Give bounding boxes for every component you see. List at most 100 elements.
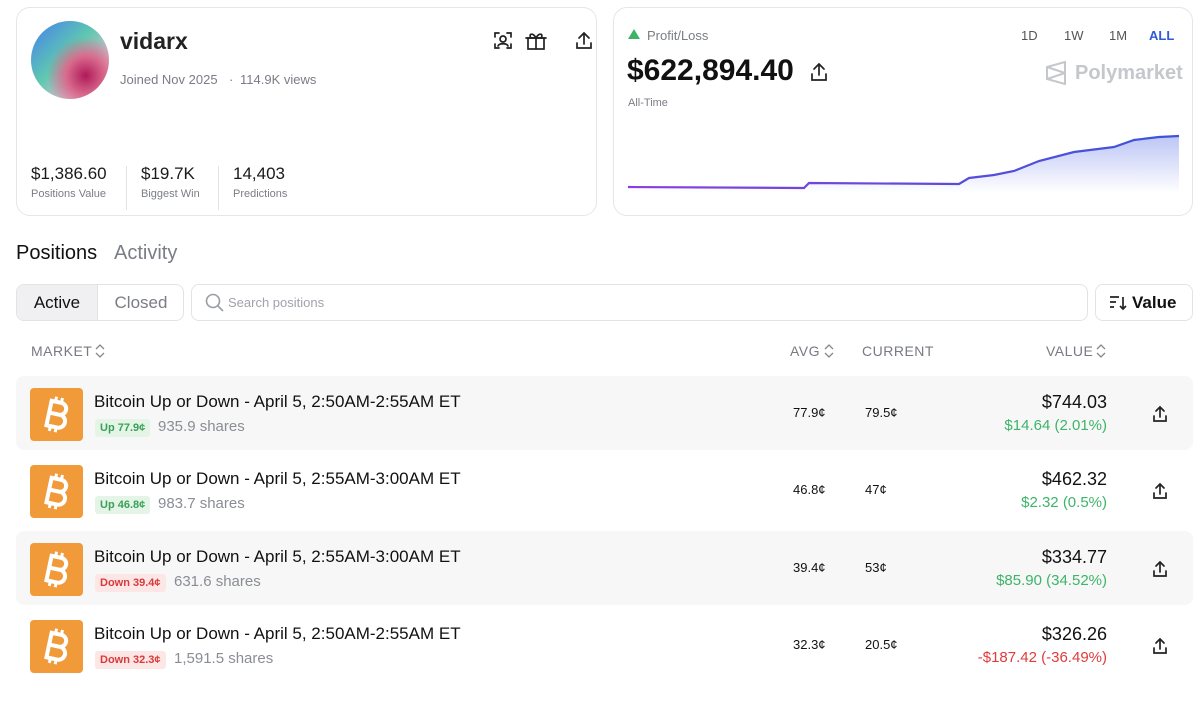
share-icon[interactable] — [1151, 637, 1169, 655]
filter[interactable]: Closed — [114, 293, 168, 312]
position-pnl: $2.32 (0.5%) — [1021, 494, 1107, 512]
filter[interactable]: Active — [17, 285, 98, 320]
pnl-card: Profit/Loss $622,894.40 All-Time 1D 1W 1M A… — [613, 7, 1193, 216]
divider — [218, 166, 219, 210]
position-row[interactable]: Bitcoin Up or Down - April 5, 2:50AM-2:5… — [16, 607, 1193, 682]
shares: 983.7 shares — [158, 495, 245, 513]
market-title: Bitcoin Up or Down - April 5, 2:50AM-2:5… — [94, 392, 461, 411]
pnl-amount: $622,894.40 — [627, 54, 794, 87]
position-pnl: -$187.42 (-36.49%) — [977, 648, 1107, 666]
sort-arrows — [95, 344, 105, 358]
bitcoin-icon — [30, 388, 83, 441]
current-price: 53¢ — [865, 559, 887, 575]
avg-price: 32.3¢ — [793, 636, 826, 652]
scan-icon[interactable] — [494, 32, 512, 49]
position-value: $744.03 — [1041, 392, 1107, 412]
stat-label: Predictions — [233, 188, 288, 200]
bitcoin-icon — [30, 542, 83, 596]
pnl-label: Profit/Loss — [647, 28, 709, 43]
sort-arrows — [1096, 344, 1106, 358]
stat-value: $1,386.60 — [31, 164, 107, 183]
avatar — [31, 21, 109, 99]
sort-label: Value — [1132, 293, 1177, 312]
column-header[interactable]: MARKET — [31, 343, 93, 359]
share-icon[interactable] — [576, 31, 592, 49]
bitcoin-glyph — [44, 473, 69, 510]
outcome-badge: Down 39.4¢ — [95, 573, 166, 592]
avg-price: 77.9¢ — [793, 405, 826, 420]
share-icon[interactable] — [1151, 405, 1169, 423]
bitcoin-icon — [30, 619, 83, 673]
filter-group: Active Closed — [16, 284, 184, 321]
market-title: Bitcoin Up or Down - April 5, 2:55AM-3:0… — [94, 469, 461, 489]
column-header: CURRENT — [862, 343, 934, 359]
bitcoin-glyph — [44, 396, 69, 433]
position-value: $326.26 — [1041, 623, 1107, 644]
up-arrow — [628, 29, 640, 39]
divider — [126, 166, 127, 210]
range-tab[interactable]: ALL — [1149, 28, 1175, 43]
search-icon — [205, 293, 224, 312]
position-row[interactable]: Bitcoin Up or Down - April 5, 2:55AM-3:0… — [16, 530, 1193, 605]
profile-card: vidarx Joined Nov 2025 · 114.9K views $1… — [16, 7, 597, 216]
outcome-badge: Up 46.8¢ — [95, 496, 151, 515]
column-header[interactable]: AVG — [790, 343, 821, 359]
joined: Joined Nov 2025 — [120, 72, 218, 87]
shares: 935.9 shares — [158, 418, 245, 435]
column-header[interactable]: VALUE — [1046, 343, 1094, 359]
range-tab[interactable]: 1M — [1109, 28, 1128, 43]
avg-price: 46.8¢ — [793, 482, 826, 498]
share-icon[interactable] — [1151, 482, 1169, 500]
line — [627, 134, 1180, 190]
position-row[interactable]: Bitcoin Up or Down - April 5, 2:55AM-3:0… — [16, 453, 1193, 528]
bitcoin-glyph — [44, 551, 69, 588]
share-icon[interactable] — [809, 62, 829, 82]
range-tab[interactable]: 1W — [1064, 28, 1084, 43]
range-tabs: 1D 1W 1M ALL — [1009, 28, 1189, 48]
market-title: Bitcoin Up or Down - April 5, 2:50AM-2:5… — [94, 623, 461, 643]
stat-value: $19.7K — [141, 164, 195, 183]
stat: $1,386.60 Positions Value — [31, 164, 107, 200]
username: vidarx — [120, 28, 188, 54]
stat-value: 14,403 — [233, 164, 285, 183]
profile-actions — [494, 31, 592, 50]
range-tab[interactable]: 1D — [1021, 28, 1038, 43]
current-price: 47¢ — [865, 482, 887, 498]
current-price: 79.5¢ — [865, 405, 898, 420]
position-pnl: $85.90 (34.52%) — [996, 571, 1107, 589]
sort-icon — [1110, 296, 1127, 311]
sort-arrows — [824, 344, 834, 358]
tab[interactable]: Activity — [114, 242, 178, 264]
gift-icon[interactable] — [525, 33, 547, 50]
stat-label: Biggest Win — [141, 188, 200, 200]
pnl-period: All-Time — [628, 97, 668, 109]
avg-price: 39.4¢ — [793, 559, 826, 575]
position-pnl: $14.64 (2.01%) — [1004, 417, 1107, 434]
brand-logo — [1046, 61, 1066, 85]
stat: 14,403 Predictions — [233, 164, 287, 200]
sort-button[interactable]: Value — [1095, 284, 1193, 321]
position-value: $462.32 — [1041, 469, 1107, 490]
market-title: Bitcoin Up or Down - April 5, 2:55AM-3:0… — [94, 546, 461, 566]
stat-label: Positions Value — [31, 188, 107, 200]
views: 114.9K views — [240, 72, 317, 87]
tab[interactable]: Positions — [16, 242, 98, 264]
search-placeholder: Search positions — [228, 295, 325, 310]
area — [628, 136, 1179, 193]
shares: 631.6 shares — [174, 572, 261, 590]
outcome-badge: Down 32.3¢ — [95, 650, 166, 669]
position-row[interactable]: Bitcoin Up or Down - April 5, 2:50AM-2:5… — [16, 376, 1193, 450]
share-icon[interactable] — [1151, 560, 1169, 578]
pnl-sparkline — [627, 134, 1180, 193]
bitcoin-icon — [30, 465, 83, 519]
brand-name: Polymarket — [1075, 62, 1183, 84]
outcome-badge: Up 77.9¢ — [95, 419, 151, 437]
stat: $19.7K Biggest Win — [141, 164, 200, 200]
search-box[interactable]: Search positions — [191, 284, 1088, 321]
bitcoin-glyph — [44, 628, 69, 665]
separator: · — [229, 72, 234, 87]
shares: 1,591.5 shares — [174, 649, 274, 667]
current-price: 20.5¢ — [865, 636, 898, 652]
position-value: $334.77 — [1041, 546, 1107, 567]
